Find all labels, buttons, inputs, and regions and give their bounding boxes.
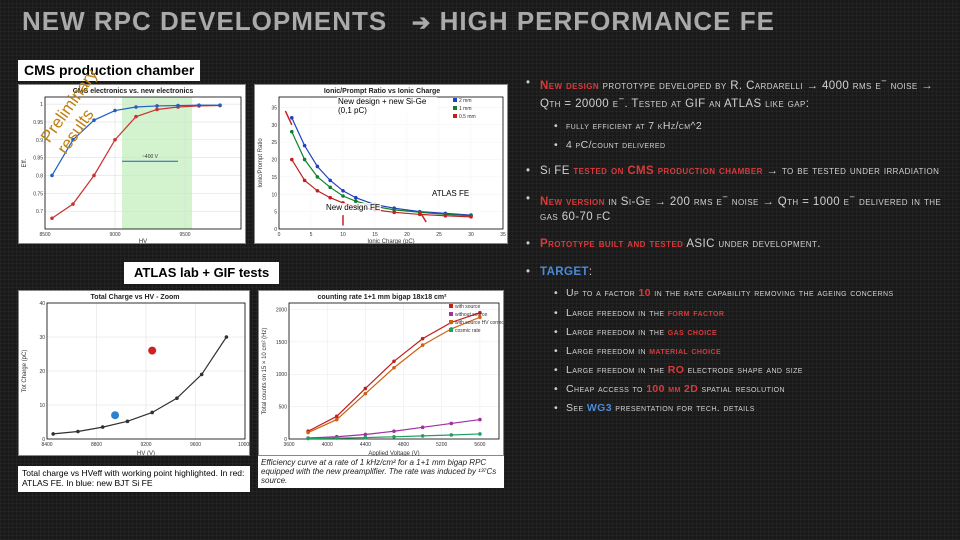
svg-text:Tot Charge (pC): Tot Charge (pC): [22, 350, 28, 393]
svg-text:25: 25: [436, 232, 442, 238]
sub-bullet-item: See WG3 presentation for tech. details: [554, 401, 946, 415]
svg-text:without source: without source: [455, 312, 487, 318]
svg-text:2 mm: 2 mm: [459, 98, 472, 104]
bullet-item: TARGET:Up to a factor 10 in the rate cap…: [526, 265, 946, 416]
svg-text:Total counts on 15 × 10 cm² (H: Total counts on 15 × 10 cm² (Hz): [262, 328, 268, 415]
svg-text:5: 5: [310, 232, 313, 238]
svg-text:20: 20: [39, 369, 45, 375]
svg-text:25: 25: [271, 140, 277, 146]
svg-text:4000: 4000: [322, 442, 333, 448]
svg-text:Total Charge vs HV - Zoom: Total Charge vs HV - Zoom: [91, 294, 180, 301]
svg-text:9200: 9200: [140, 442, 151, 448]
chart-total-charge-hv: 840088009200960010000010203040Total Char…: [18, 290, 250, 456]
svg-text:CMS electronics vs. new electr: CMS electronics vs. new electronics: [73, 88, 194, 95]
svg-text:0: 0: [274, 227, 277, 233]
svg-text:10000: 10000: [238, 442, 251, 448]
sub-bullet-item: Large freedom in the RO electrode shape …: [554, 363, 946, 377]
svg-text:8800: 8800: [91, 442, 102, 448]
chart-applied-voltage: 3600400044004800520056000500100015002000…: [258, 290, 504, 456]
sub-bullet-item: Cheap access to 100 µm 2D spatial resolu…: [554, 382, 946, 396]
svg-text:1 mm: 1 mm: [459, 106, 472, 112]
svg-text:~400 V: ~400 V: [142, 154, 159, 160]
svg-text:0.7: 0.7: [36, 209, 43, 215]
cms-chamber-label: CMS production chamber: [18, 60, 200, 81]
svg-text:10: 10: [340, 232, 346, 238]
svg-text:15: 15: [271, 175, 277, 181]
svg-text:35: 35: [500, 232, 506, 238]
svg-text:1500: 1500: [276, 340, 287, 346]
svg-text:0.9: 0.9: [36, 138, 43, 144]
svg-text:Ionic/Prompt Ratio: Ionic/Prompt Ratio: [258, 138, 264, 188]
annotation-newfe: New design FE: [325, 203, 381, 212]
svg-text:with source HV corrected: with source HV corrected: [455, 320, 505, 326]
chart-ionic-ratio: 0 5 10 15 20 25 30 35 0 5 10 15 20 25 30 35 Ionic/Prompt…: [254, 84, 508, 244]
sub-bullet-item: Large freedom in the form factor: [554, 306, 946, 320]
svg-text:cosmic rate: cosmic rate: [455, 328, 481, 334]
svg-text:4400: 4400: [360, 442, 371, 448]
svg-text:1000: 1000: [276, 372, 287, 378]
sub-bullet-item: fully efficient at 7 kHz/cm^2: [554, 119, 946, 133]
svg-text:500: 500: [279, 405, 288, 411]
svg-text:8500: 8500: [39, 232, 50, 238]
svg-text:Ionic/Prompt Ratio vs Ionic Ch: Ionic/Prompt Ratio vs Ionic Charge: [324, 88, 440, 95]
svg-text:0.75: 0.75: [33, 191, 43, 197]
svg-text:15: 15: [372, 232, 378, 238]
bullet-item: Prototype built and tested ASIC under de…: [526, 237, 946, 253]
left-panel: CMS production chamber 8500900095000.70.…: [18, 78, 508, 528]
slide-title: NEW RPC DEVELOPMENTS ➔ HIGH PERFORMANCE …: [22, 6, 938, 37]
svg-text:Eff.: Eff.: [22, 158, 28, 167]
svg-text:5600: 5600: [474, 442, 485, 448]
svg-text:5200: 5200: [436, 442, 447, 448]
svg-text:9000: 9000: [109, 232, 120, 238]
svg-text:20: 20: [271, 158, 277, 164]
svg-text:counting rate 1+1 mm bigap 18x: counting rate 1+1 mm bigap 18x18 cm²: [318, 294, 448, 301]
svg-text:30: 30: [39, 335, 45, 341]
title-arrow: ➔: [412, 10, 431, 35]
right-bullets: New design prototype developed by R. Car…: [526, 76, 946, 428]
annotation-atlasfe: ATLAS FE: [431, 189, 470, 198]
svg-text:4800: 4800: [398, 442, 409, 448]
atlas-gif-label: ATLAS lab + GIF tests: [124, 262, 279, 284]
svg-text:1: 1: [40, 102, 43, 108]
svg-text:0: 0: [42, 437, 45, 443]
bullet-item: New design prototype developed by R. Car…: [526, 76, 946, 152]
svg-text:HV: HV: [139, 239, 147, 245]
sub-bullet-item: Large freedom in material choice: [554, 344, 946, 358]
svg-text:0.8: 0.8: [36, 173, 43, 179]
chart-efficiency: 8500 9000 9500 0.7 0.75 0.8 0.85 0.9 0.95 1 ~400 V…: [18, 84, 246, 244]
bullet-item: Si FE tested on CMS production chamber →…: [526, 164, 946, 180]
svg-text:35: 35: [271, 105, 277, 111]
caption-efficiency-curve: Efficiency curve at a rate of 1 kHz/cm² …: [258, 456, 504, 488]
svg-text:with source: with source: [455, 304, 481, 310]
bullet-item: New version in Si-Ge → 200 rms e− noise …: [526, 192, 946, 226]
svg-text:0: 0: [284, 437, 287, 443]
annotation-sige: New design + new Si-Ge (0,1 pC): [337, 97, 437, 115]
svg-text:0.95: 0.95: [33, 120, 43, 126]
svg-text:0.5 mm: 0.5 mm: [459, 114, 476, 120]
svg-text:9600: 9600: [190, 442, 201, 448]
svg-text:0: 0: [278, 232, 281, 238]
svg-text:20: 20: [404, 232, 410, 238]
title-left: NEW RPC DEVELOPMENTS: [22, 6, 387, 36]
svg-text:Ionic Charge (pC): Ionic Charge (pC): [367, 239, 414, 245]
svg-text:0.85: 0.85: [33, 156, 43, 162]
svg-text:HV (V): HV (V): [137, 451, 155, 457]
svg-text:10: 10: [271, 192, 277, 198]
title-right: HIGH PERFORMANCE FE: [440, 6, 775, 36]
sub-bullet-item: Up to a factor 10 in the rate capability…: [554, 286, 946, 300]
svg-text:5: 5: [274, 210, 277, 216]
caption-charge-hv: Total charge vs HVeff with working point…: [18, 466, 250, 492]
svg-text:40: 40: [39, 301, 45, 307]
svg-text:2000: 2000: [276, 307, 287, 313]
svg-text:30: 30: [468, 232, 474, 238]
svg-text:9500: 9500: [179, 232, 190, 238]
sub-bullet-item: Large freedom in the gas choice: [554, 325, 946, 339]
sub-bullet-item: 4 pC/count delivered: [554, 138, 946, 152]
svg-text:30: 30: [271, 123, 277, 129]
svg-text:10: 10: [39, 403, 45, 409]
